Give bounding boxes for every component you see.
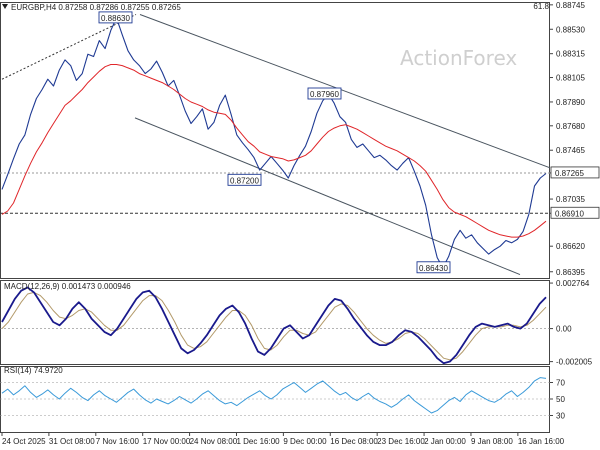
channel-lower-line (134, 117, 521, 276)
dotted-trend-line (1, 14, 137, 80)
top-right-value: 61.8 (533, 2, 549, 11)
rsi-line (1, 377, 547, 414)
rsi-panel-frame (0, 366, 550, 433)
x-tick-label: 16 Dec 08:00 (330, 437, 378, 446)
x-tick-label: 7 Nov 16:00 (96, 437, 140, 446)
price-y-tick-label: 0.87890 (556, 98, 585, 107)
x-tick-label: 9 Dec 00:00 (283, 437, 327, 446)
price-series-line (1, 17, 547, 269)
annotation-swing-high: 0.87960 (310, 90, 339, 99)
price-y-tick-label: 0.86620 (556, 242, 585, 251)
macd-y-tick-label: 0.00 (556, 325, 572, 334)
macd-panel-frame (0, 280, 550, 365)
x-tick-label: 9 Jan 08:00 (471, 437, 513, 446)
header-triangle-icon (2, 4, 8, 9)
symbol-header: EURGBP,H4 0.87258 0.87286 0.87255 0.8726… (11, 3, 181, 12)
annotation-swing-low-box (227, 173, 262, 186)
level-tag: 0.86910 (555, 209, 584, 218)
price-y-tick-label: 0.88315 (556, 50, 585, 59)
price-y-tick-label: 0.88105 (556, 74, 585, 83)
x-tick-label: 17 Nov 00:00 (143, 437, 191, 446)
moving-average-line (1, 64, 547, 238)
annotation-low-box (416, 261, 451, 274)
annotation-high: 0.88630 (101, 14, 130, 23)
current-price-tag: 0.87265 (555, 169, 584, 178)
macd-title: MACD(12,26,9) 0.001473 0.000946 (4, 282, 131, 291)
x-tick-label: 24 Nov 08:00 (190, 437, 238, 446)
watermark: ActionForex (400, 46, 517, 70)
x-tick-label: 2 Jan 00:00 (424, 437, 466, 446)
x-tick-label: 16 Jan 16:00 (518, 437, 565, 446)
current-price-tag-box (550, 166, 600, 179)
macd-y-tick-label: -0.002005 (556, 358, 593, 367)
price-y-tick-label: 0.86395 (556, 268, 585, 277)
price-y-tick-label: 0.88745 (556, 1, 585, 10)
annotation-swing-high-box (307, 87, 342, 100)
macd-y-tick-label: 0.002764 (556, 279, 590, 288)
x-tick-label: 1 Dec 16:00 (236, 437, 280, 446)
rsi-y-tick-label: 70 (556, 379, 565, 388)
x-tick-label: 31 Oct 08:00 (49, 437, 95, 446)
price-y-tick-label: 0.87035 (556, 195, 585, 204)
annotation-swing-low: 0.87200 (230, 176, 259, 185)
level-tag-box (550, 206, 600, 219)
macd-signal-line (1, 291, 547, 361)
price-y-tick-label: 0.87465 (556, 146, 585, 155)
channel-upper-line (139, 14, 551, 169)
x-tick-label: 24 Oct 2025 (2, 437, 46, 446)
macd-line (1, 286, 547, 365)
price-panel-frame (0, 2, 550, 279)
annotation-high-box (98, 11, 133, 24)
rsi-y-tick-label: 50 (556, 395, 565, 404)
rsi-y-tick-label: 30 (556, 412, 565, 421)
x-tick-label: 23 Dec 16:00 (377, 437, 425, 446)
price-y-tick-label: 0.87680 (556, 122, 585, 131)
annotation-low: 0.86430 (419, 264, 448, 273)
price-y-tick-label: 0.88530 (556, 25, 585, 34)
rsi-title: RSI(14) 74.9720 (4, 366, 63, 375)
